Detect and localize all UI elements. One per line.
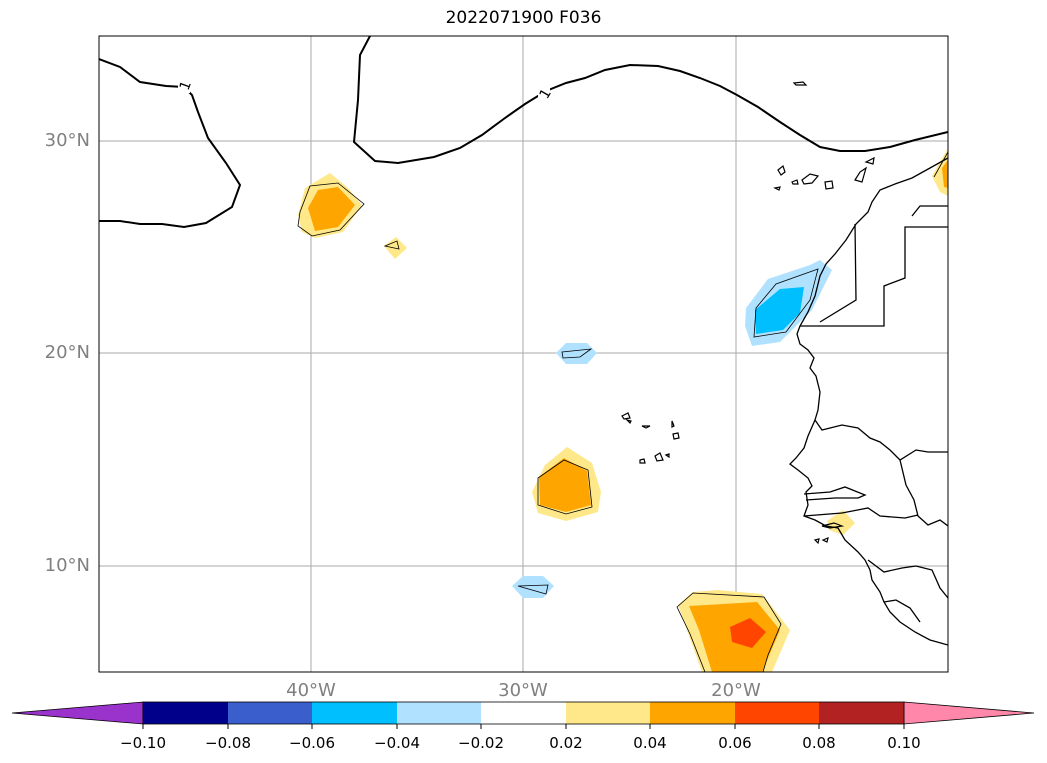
lat-label-10N: 10°N bbox=[44, 555, 90, 576]
colorbar bbox=[11, 701, 1035, 729]
lon-label-30W: 30°W bbox=[498, 680, 548, 701]
contour-lines bbox=[99, 36, 948, 229]
island-canary-3 bbox=[801, 173, 820, 185]
island-cv-8 bbox=[664, 453, 670, 459]
border-mauritania bbox=[800, 226, 948, 327]
contour-line-west bbox=[99, 58, 242, 229]
contour-line-north bbox=[352, 36, 948, 165]
anomaly-patch-38W-26N bbox=[297, 173, 365, 238]
border-mali bbox=[899, 459, 948, 527]
border-guinea bbox=[803, 507, 919, 519]
colorbar-over-arrow bbox=[903, 701, 1035, 725]
anomaly-patch-27W-20N bbox=[556, 343, 597, 364]
contour-labels: 1 1 bbox=[177, 77, 555, 102]
lon-label-20W: 20°W bbox=[711, 680, 761, 701]
anomaly-patch-12W-28N bbox=[932, 148, 948, 196]
colorbar-tick-label: 0.02 bbox=[549, 734, 583, 752]
colorbar-segment-3 bbox=[312, 702, 397, 724]
coastline bbox=[789, 157, 948, 646]
lon-label-40W: 40°W bbox=[286, 680, 336, 701]
border-gambia bbox=[803, 486, 867, 501]
anomaly-patch-14W-12N bbox=[827, 510, 855, 535]
border-sierra-leone bbox=[883, 599, 921, 623]
colorbar-tick-label: 0.10 bbox=[887, 734, 921, 752]
anomaly-patch-18W-22N bbox=[745, 260, 832, 346]
island-cv-3 bbox=[641, 425, 651, 429]
anomaly-patch-36W-25N bbox=[383, 237, 407, 259]
island-madeira bbox=[792, 81, 808, 86]
island-cv-1 bbox=[621, 412, 631, 420]
island-canary-1 bbox=[777, 164, 786, 176]
lat-label-20N: 20°N bbox=[44, 342, 90, 363]
colorbar-tick-label: −0.06 bbox=[289, 734, 335, 752]
colorbar-segment-2 bbox=[228, 702, 312, 724]
colorbar-tick-label: 0.06 bbox=[718, 734, 752, 752]
senegal-coast bbox=[789, 419, 948, 646]
colorbar-segment-4 bbox=[397, 702, 481, 724]
border-guinea-south bbox=[867, 559, 948, 599]
island-bissagos-2 bbox=[821, 537, 829, 543]
island-canary-4 bbox=[824, 180, 834, 190]
colorbar-tick-label: −0.02 bbox=[458, 734, 504, 752]
island-cv-4 bbox=[671, 420, 675, 428]
colorbar-tick-label: −0.10 bbox=[120, 734, 166, 752]
border-western-sahara bbox=[819, 223, 857, 323]
island-cv-6 bbox=[639, 458, 646, 464]
colorbar-segment-5 bbox=[481, 702, 566, 724]
colorbar-tick-marks bbox=[142, 724, 905, 729]
island-canary-7 bbox=[773, 186, 781, 191]
island-cv-5 bbox=[672, 432, 680, 440]
colorbar-tick-label: −0.08 bbox=[205, 734, 251, 752]
anomaly-patch-30W-9N bbox=[512, 576, 554, 598]
anomaly-patch-21W-7N bbox=[676, 590, 790, 672]
colorbar-under-arrow bbox=[11, 701, 144, 725]
colorbar-segment-6 bbox=[566, 702, 650, 724]
colorbar-tick-label: −0.04 bbox=[374, 734, 420, 752]
gridlines bbox=[99, 36, 948, 672]
map-frame bbox=[98, 35, 949, 673]
anomaly-patch-28W-14N bbox=[532, 447, 601, 521]
colorbar-segment-7 bbox=[650, 702, 735, 724]
colorbar-tick-label: 0.08 bbox=[802, 734, 836, 752]
colorbar-frame bbox=[142, 701, 905, 725]
map-title: 2022071900 F036 bbox=[445, 8, 602, 28]
colorbar-segment-9 bbox=[819, 702, 904, 724]
africa-coast bbox=[796, 157, 948, 461]
islands bbox=[621, 81, 875, 545]
island-cv-2 bbox=[625, 418, 632, 425]
island-canary-5 bbox=[854, 166, 868, 183]
lat-label-30N: 30°N bbox=[44, 130, 90, 151]
island-bissagos-3 bbox=[821, 522, 845, 529]
colorbar-segment-8 bbox=[735, 702, 819, 724]
border-algeria bbox=[911, 205, 948, 217]
colorbar-segment-1 bbox=[143, 702, 228, 724]
map-area: 1 1 bbox=[99, 36, 948, 672]
island-bissagos-1 bbox=[813, 538, 820, 545]
island-canary-2 bbox=[791, 179, 799, 185]
colorbar-tick-label: 0.04 bbox=[633, 734, 667, 752]
island-canary-6 bbox=[864, 156, 875, 165]
island-cv-7 bbox=[654, 452, 664, 462]
